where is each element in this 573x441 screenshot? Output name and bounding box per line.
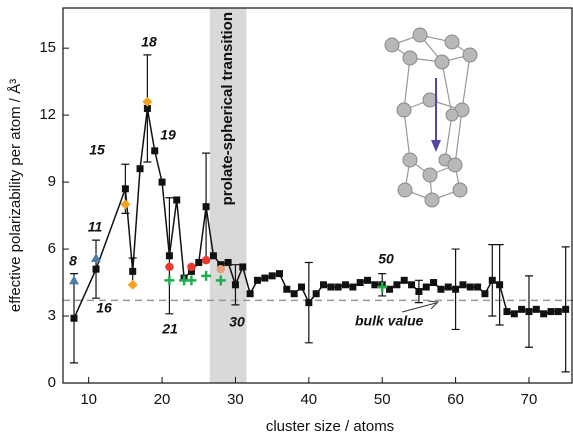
y-tick-label: 9: [48, 173, 56, 190]
size-annotation: 8: [69, 253, 77, 269]
square-marker: [437, 286, 444, 293]
y-axis-title: effective polarizability per atom / Å³: [7, 79, 24, 312]
diamond-marker: [120, 199, 130, 209]
y-tick-label: 0: [48, 374, 56, 391]
square-marker: [342, 281, 349, 288]
size-annotation: 11: [88, 219, 103, 235]
dipole-arrow: [431, 78, 441, 152]
x-tick-label: 30: [227, 391, 244, 408]
circle-marker: [202, 256, 210, 264]
square-marker: [415, 288, 422, 295]
square-marker: [349, 284, 356, 291]
plus-marker: [186, 275, 196, 285]
square-marker: [327, 284, 334, 291]
square-marker: [313, 290, 320, 297]
axes-frame: [63, 8, 572, 383]
square-marker: [203, 203, 210, 210]
triangle-marker: [69, 275, 79, 284]
square-marker: [320, 281, 327, 288]
square-marker: [452, 286, 459, 293]
square-marker: [533, 306, 540, 313]
square-marker: [269, 272, 276, 279]
square-marker: [408, 281, 415, 288]
square-marker: [503, 308, 510, 315]
square-marker: [518, 306, 525, 313]
x-axis-title: cluster size / atoms: [266, 418, 394, 435]
square-marker: [393, 281, 400, 288]
square-marker: [364, 277, 371, 284]
square-marker: [261, 275, 268, 282]
size-annotation: 18: [141, 34, 157, 50]
square-marker: [445, 284, 452, 291]
square-marker: [305, 299, 312, 306]
y-tick-label: 15: [39, 39, 56, 56]
cluster-atoms: [385, 28, 477, 207]
square-marker: [547, 308, 554, 315]
square-marker: [298, 284, 305, 291]
square-marker: [335, 284, 342, 291]
square-marker: [401, 277, 408, 284]
square-marker: [283, 286, 290, 293]
square-marker: [562, 306, 569, 313]
bulk-label: bulk value: [355, 313, 424, 329]
square-marker: [254, 277, 261, 284]
circle-marker: [165, 263, 173, 271]
square-marker: [481, 290, 488, 297]
square-marker: [511, 310, 518, 317]
square-marker: [210, 252, 217, 259]
size-annotation: 50: [378, 251, 394, 267]
square-marker: [151, 147, 158, 154]
square-marker: [555, 308, 562, 315]
size-annotation: 19: [160, 127, 176, 143]
square-marker: [430, 279, 437, 286]
x-tick-label: 60: [447, 391, 464, 408]
square-marker: [423, 284, 430, 291]
square-marker: [276, 270, 283, 277]
x-tick-label: 10: [80, 391, 97, 408]
square-marker: [291, 290, 298, 297]
x-tick-label: 20: [154, 391, 171, 408]
square-marker: [540, 310, 547, 317]
chart: prolate-spherical transition bulk value 0 3…: [0, 0, 573, 441]
circle-marker: [217, 265, 225, 273]
square-marker: [71, 315, 78, 322]
plus-marker: [201, 271, 211, 281]
size-annotation: 16: [96, 300, 112, 316]
square-marker: [93, 266, 100, 273]
square-marker: [122, 185, 129, 192]
square-marker: [496, 281, 503, 288]
square-marker: [137, 165, 144, 172]
diamond-marker: [128, 280, 138, 290]
square-marker: [459, 281, 466, 288]
square-marker: [357, 279, 364, 286]
size-annotation: 30: [229, 314, 245, 330]
circle-marker: [187, 263, 195, 271]
band-label: prolate-spherical transition: [219, 12, 236, 205]
x-tick-label: 50: [374, 391, 391, 408]
square-marker: [166, 252, 173, 259]
x-tick-label: 40: [300, 391, 317, 408]
y-tick-label: 12: [39, 106, 56, 123]
size-annotation: 15: [89, 142, 105, 158]
x-tick-label: 70: [521, 391, 538, 408]
square-marker: [225, 259, 232, 266]
square-marker: [159, 179, 166, 186]
square-marker: [239, 263, 246, 270]
square-marker: [247, 290, 254, 297]
y-tick-label: 3: [48, 307, 56, 324]
square-marker: [129, 268, 136, 275]
square-marker: [467, 284, 474, 291]
square-marker: [474, 284, 481, 291]
square-marker: [525, 308, 532, 315]
square-marker: [232, 281, 239, 288]
size-annotation: 21: [161, 321, 178, 337]
square-marker: [195, 259, 202, 266]
y-tick-label: 6: [48, 240, 56, 257]
square-marker: [173, 196, 180, 203]
plus-marker: [164, 275, 174, 285]
square-marker: [489, 277, 496, 284]
